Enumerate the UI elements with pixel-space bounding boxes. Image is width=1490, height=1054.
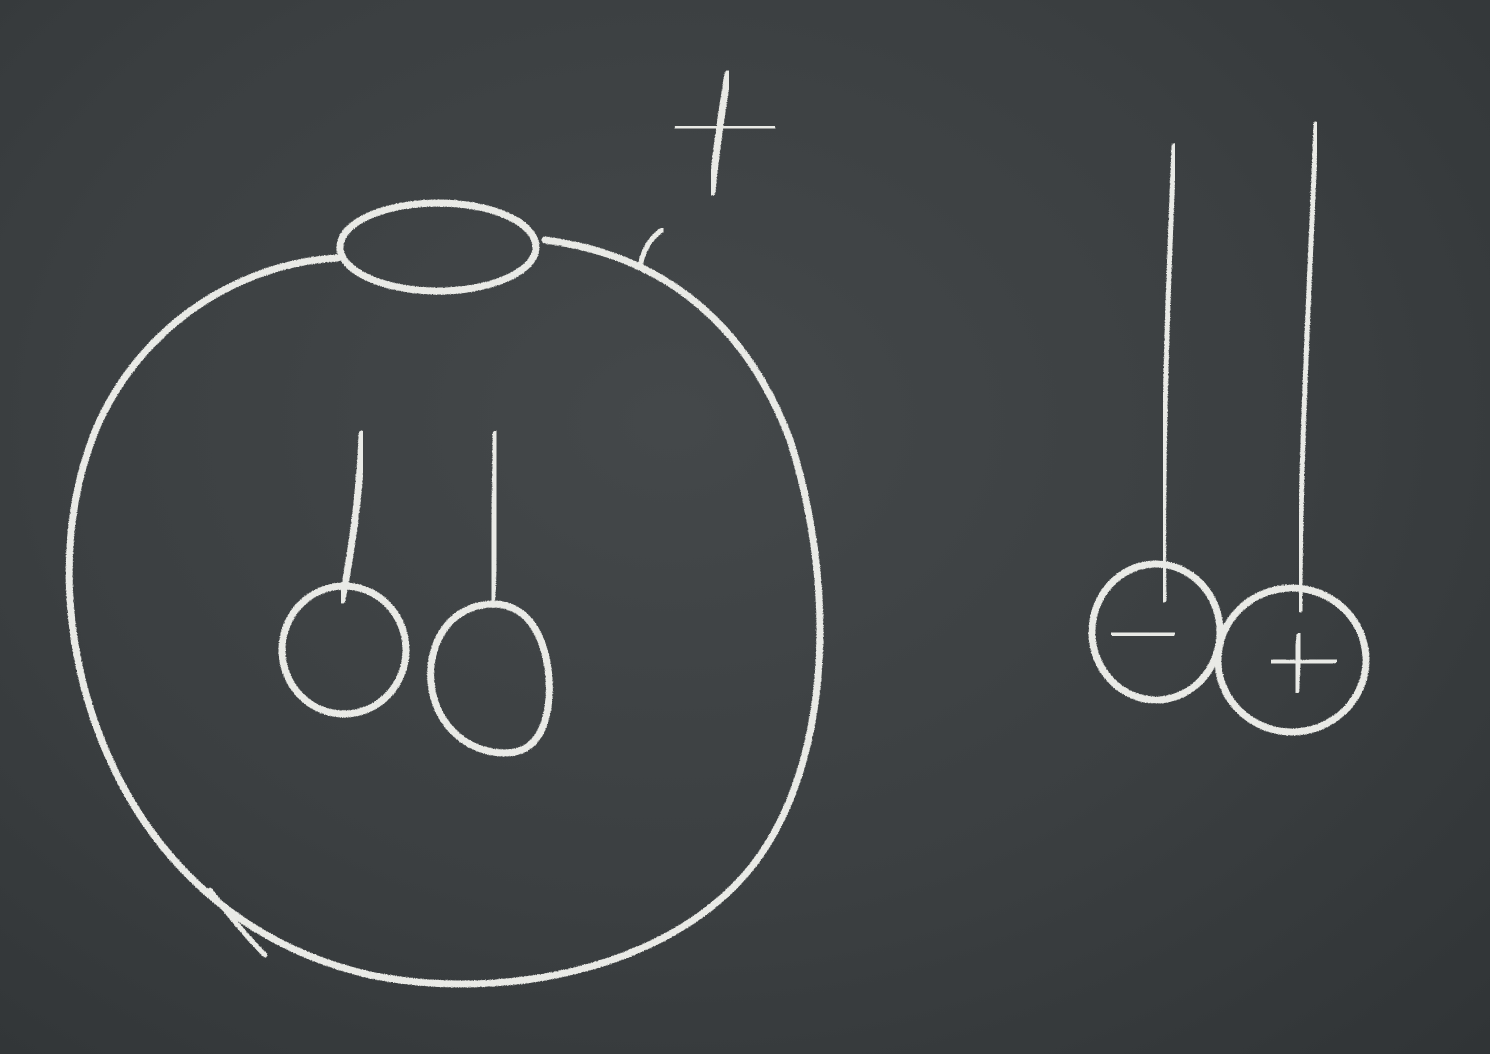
outer-right-plus-sign [1270,632,1338,694]
conductor-tick-mark [637,227,665,271]
conductor-plus-sign: + [674,70,776,196]
inner-pith-balls [278,430,553,757]
outer-left-thread [1161,143,1177,603]
outer-pith-balls: − + [1088,121,1370,736]
outer-left-minus-sign [1110,629,1176,640]
inner-right-ball [427,600,553,757]
inner-right-thread [488,430,500,602]
outer-right-thread [1297,121,1319,613]
conductor-shell [65,236,824,988]
hollow-conductor [65,199,824,988]
outer-left-ball [1088,560,1224,704]
conductor-opening [336,199,540,295]
inner-left-thread [338,430,366,604]
inner-left-ball [278,582,410,718]
outer-right-ball [1214,584,1370,736]
conductor-shell-tail [207,887,268,958]
